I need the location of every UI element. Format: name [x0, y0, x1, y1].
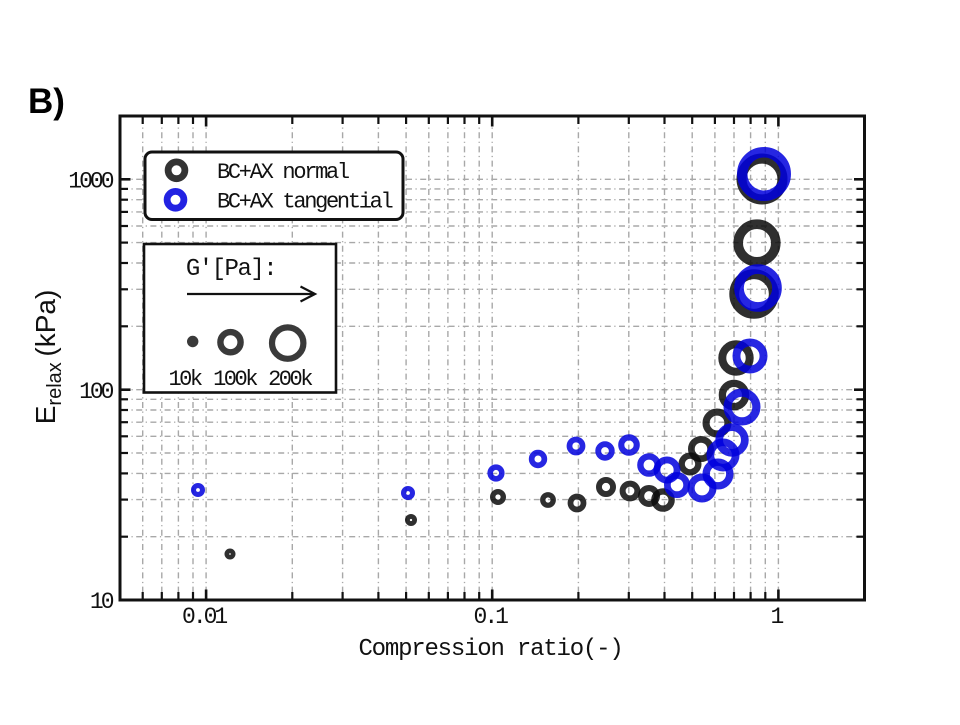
- svg-text:G'[Pa]:: G'[Pa]:: [186, 256, 276, 283]
- svg-text:100k: 100k: [213, 367, 258, 392]
- svg-text:BC+AX tangential: BC+AX tangential: [217, 190, 393, 215]
- svg-text:200k: 200k: [268, 367, 313, 392]
- svg-text:0.1: 0.1: [474, 604, 509, 630]
- svg-text:B): B): [28, 82, 65, 121]
- svg-text:10k: 10k: [168, 367, 202, 392]
- svg-text:0.01: 0.01: [182, 604, 227, 630]
- svg-text:100: 100: [79, 379, 114, 405]
- svg-text:BC+AX normal: BC+AX normal: [217, 160, 349, 185]
- svg-text:Compression ratio(-): Compression ratio(-): [358, 636, 622, 663]
- svg-text:10: 10: [90, 589, 114, 615]
- svg-text:1000: 1000: [68, 169, 113, 195]
